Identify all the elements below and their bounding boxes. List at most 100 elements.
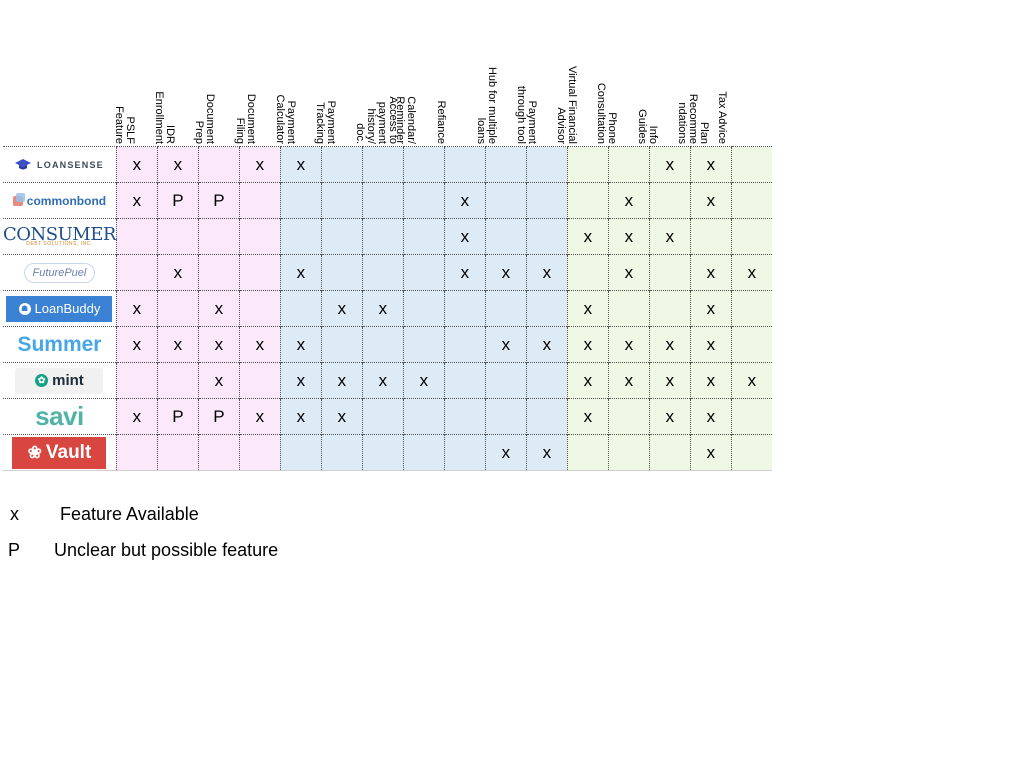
feature-cell (361, 398, 404, 435)
company-name: commonbond (26, 193, 107, 208)
feature-cell (484, 218, 527, 255)
feature-cell: x (607, 182, 650, 219)
feature-cell (566, 434, 609, 471)
feature-cell: x (607, 362, 650, 399)
company-logo-vault: ❀ Vault (12, 436, 107, 469)
table-row: ✿ mint x x x x x x x x x x (3, 362, 772, 399)
feature-cell (156, 290, 199, 327)
column-header: Info Guides (636, 64, 676, 144)
feature-cell (484, 182, 527, 219)
feature-cell (238, 254, 281, 291)
feature-cell: x (484, 326, 527, 363)
feature-cell (689, 218, 732, 255)
feature-cell (730, 290, 772, 327)
table-row: LOANSENSE x x x x x x (3, 146, 772, 183)
feature-cell: P (156, 182, 199, 219)
feature-cell (115, 362, 158, 399)
column-header-label: Document Prep (193, 93, 217, 144)
table-row: CONSUMER DEBT SOLUTIONS, INC. x x x x (3, 218, 772, 255)
feature-cell: x (361, 290, 404, 327)
feature-cell (607, 398, 650, 435)
feature-cell: x (525, 254, 568, 291)
feature-cell: x (484, 254, 527, 291)
feature-cell: x (689, 254, 732, 291)
feature-cell: x (648, 362, 691, 399)
feature-cell: x (607, 326, 650, 363)
company-logo-futurefuel: FuturePuel (23, 262, 96, 283)
column-header-label: Tax Advice (716, 91, 728, 144)
feature-cell: x (730, 362, 772, 399)
graduation-cap-icon (15, 158, 32, 169)
feature-cell: x (361, 362, 404, 399)
company-name: mint (52, 372, 84, 389)
feature-cell (197, 254, 240, 291)
feature-cell (320, 218, 363, 255)
feature-cell (566, 146, 609, 183)
feature-cell (238, 218, 281, 255)
feature-cell (402, 218, 445, 255)
feature-cell (443, 398, 486, 435)
feature-cell (566, 254, 609, 291)
feature-cell (730, 182, 772, 219)
legend-label-available: Feature Available (60, 504, 199, 524)
feature-cell: x (197, 362, 240, 399)
company-cell: Summer (3, 326, 117, 363)
commonbond-mark-icon (12, 192, 25, 206)
legend-symbol: P (8, 540, 21, 560)
feature-cell: x (238, 326, 281, 363)
feature-cell (402, 434, 445, 471)
company-name: Vault (45, 441, 92, 463)
feature-cell (607, 434, 650, 471)
feature-cell: x (566, 290, 609, 327)
feature-cell: P (156, 398, 199, 435)
feature-cell (361, 254, 404, 291)
logo-container: ☗ LoanBuddy (3, 291, 116, 326)
feature-cell: x (320, 398, 363, 435)
column-header-label: Phone Consultation (595, 82, 619, 144)
feature-cell (238, 182, 281, 219)
company-cell: FuturePuel (3, 254, 117, 291)
table-row: ❀ Vault x x x (3, 434, 772, 471)
column-header-label: Payment Calculator (273, 94, 297, 144)
feature-cell: x (115, 326, 158, 363)
company-logo-loansense: LOANSENSE (15, 158, 104, 171)
company-cell: ❀ Vault (3, 434, 117, 471)
feature-cell: x (566, 218, 609, 255)
feature-cell: P (197, 182, 240, 219)
feature-cell (402, 398, 445, 435)
column-header-label: Calendar/ Reminder (394, 96, 418, 144)
feature-cell (730, 146, 772, 183)
feature-cell (402, 146, 445, 183)
feature-cell: x (730, 254, 772, 291)
feature-cell: x (279, 398, 322, 435)
feature-cell (361, 182, 404, 219)
bank-icon: ☗ (18, 302, 31, 315)
logo-container: CONSUMER DEBT SOLUTIONS, INC. (3, 219, 116, 254)
logo-container: ✿ mint (3, 363, 116, 398)
feature-cell: x (402, 362, 445, 399)
column-header-label: Info Guides (635, 109, 659, 144)
feature-cell: x (279, 146, 322, 183)
company-logo-consumer: CONSUMER DEBT SOLUTIONS, INC. (3, 226, 116, 247)
table-row: FuturePuel x x x x x x x x (3, 254, 772, 291)
feature-cell (648, 290, 691, 327)
feature-cell (320, 254, 363, 291)
feature-cell (648, 434, 691, 471)
feature-cell (607, 290, 650, 327)
leaf-icon: ✿ (35, 374, 49, 387)
feature-cell: x (443, 254, 486, 291)
logo-container: LOANSENSE (3, 147, 116, 182)
feature-cell: x (525, 434, 568, 471)
feature-cell: x (443, 182, 486, 219)
feature-cell: x (689, 398, 732, 435)
company-logo-commonbond: commonbond (12, 192, 107, 208)
column-header-label: Hub for multiple loans (474, 66, 498, 144)
column-header-label: Virtual Financial Advisor (555, 65, 579, 144)
feature-cell (197, 218, 240, 255)
feature-cell (402, 182, 445, 219)
column-header: Plan Recomme ndations (676, 64, 716, 144)
feature-cell (238, 290, 281, 327)
